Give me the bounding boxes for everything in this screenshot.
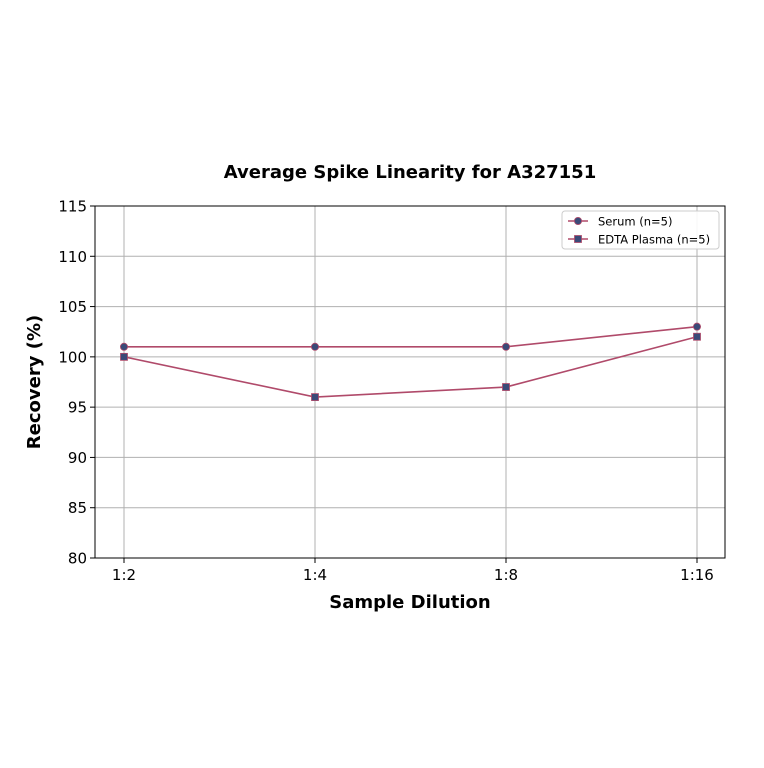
legend-marker-0 xyxy=(574,216,583,225)
y-tick-label: 110 xyxy=(58,248,87,266)
y-tick-label: 80 xyxy=(68,550,87,568)
data-point-1-3 xyxy=(693,332,701,341)
x-tick-label: 1:16 xyxy=(680,566,714,584)
y-tick-label: 105 xyxy=(58,298,87,316)
legend-label-1: EDTA Plasma (n=5) xyxy=(598,233,710,247)
series-line-1 xyxy=(123,335,698,398)
chart-title: Average Spike Linearity for A327151 xyxy=(224,162,596,183)
data-point-0-1 xyxy=(310,342,319,351)
y-axis-label: Recovery (%) xyxy=(24,315,45,449)
data-point-0-2 xyxy=(501,342,510,351)
data-point-1-0 xyxy=(120,352,128,361)
y-tick-label: 95 xyxy=(68,399,87,417)
data-point-0-3 xyxy=(693,322,702,331)
x-tick-label: 1:8 xyxy=(494,566,518,584)
axis-ticks: 80 85 90 95 100 105 110 115 1:2 1:4 1:8 1:16 xyxy=(58,198,713,585)
x-tick-label: 1:2 xyxy=(112,566,136,584)
series-line-0 xyxy=(124,325,698,348)
data-point-1-2 xyxy=(502,383,510,391)
x-tick-label: 1:4 xyxy=(303,566,327,584)
legend: Serum (n=5) EDTA Plasma (n=5) xyxy=(561,210,720,250)
series-layer xyxy=(120,322,702,401)
legend-label-0: Serum (n=5) xyxy=(598,215,672,229)
grid-lines xyxy=(95,205,725,559)
plot-frame xyxy=(94,205,726,559)
y-tick-label: 100 xyxy=(58,348,87,366)
y-tick-label: 115 xyxy=(58,198,87,216)
data-point-0-0 xyxy=(120,342,129,351)
x-axis-label: Sample Dilution xyxy=(329,592,490,613)
y-tick-label: 85 xyxy=(68,499,87,517)
legend-marker-1 xyxy=(574,235,582,243)
legend-box xyxy=(561,210,720,250)
y-tick-label: 90 xyxy=(68,449,87,467)
data-point-1-1 xyxy=(311,393,319,401)
